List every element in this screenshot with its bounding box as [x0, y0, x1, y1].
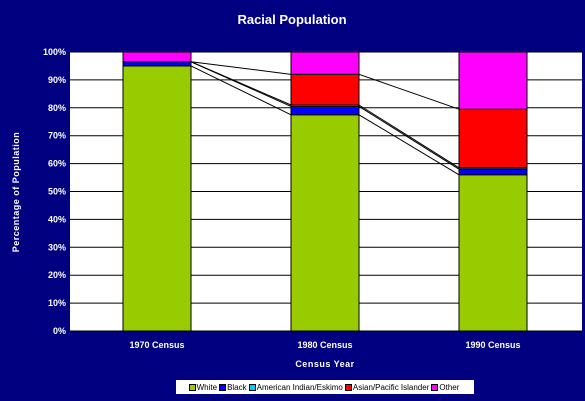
x-axis-label: Census Year [295, 359, 354, 369]
bar-segment [290, 51, 360, 75]
y-axis-label: Percentage of Population [11, 132, 21, 253]
y-tick-label: 50% [48, 187, 66, 197]
bar-segment [122, 61, 192, 67]
bar-segment [290, 114, 360, 332]
y-tick-label: 80% [48, 103, 66, 113]
series-connector [358, 114, 460, 176]
y-tick-label: 10% [48, 298, 66, 308]
bar-segment [458, 174, 528, 332]
legend-label: Black [227, 382, 247, 392]
y-tick-label: 40% [48, 214, 66, 224]
legend-label: Asian/Pacific Islander [352, 382, 430, 392]
x-tick-label: 1980 Census [297, 340, 352, 350]
y-tick-label: 0% [53, 326, 66, 336]
y-tick-label: 60% [48, 159, 66, 169]
bar-segment [122, 51, 192, 63]
series-connector [190, 65, 292, 116]
y-axis-ticks: 0% 10% 20% 30% 40% 50% 60% 70% 80% 90% 100% [43, 47, 66, 336]
bar-segment [290, 105, 360, 116]
y-tick-label: 70% [48, 131, 66, 141]
legend-swatch [219, 383, 227, 391]
legend-item: Asian/Pacific Islander [344, 382, 430, 392]
bar-segment [458, 51, 528, 110]
series-connector [358, 104, 460, 169]
legend-label: American Indian/Eskimo [256, 382, 343, 392]
bar-segment [458, 168, 528, 176]
series-connector [190, 61, 292, 75]
legend-swatch [248, 383, 256, 391]
series-connector [190, 61, 292, 106]
x-tick-label: 1970 Census [129, 340, 184, 350]
legend-item: American Indian/Eskimo [248, 382, 343, 392]
x-axis-ticks: 1970 Census 1980 Census 1990 Census [129, 340, 520, 350]
legend-label: Other [439, 382, 460, 392]
bar-segment [122, 65, 192, 332]
legend-swatch [431, 383, 439, 391]
legend-item: White [188, 382, 218, 392]
y-tick-label: 20% [48, 270, 66, 280]
legend-swatch [344, 383, 352, 391]
series-connector [358, 105, 460, 170]
legend-item: Black [219, 383, 247, 392]
x-tick-label: 1990 Census [465, 340, 520, 350]
y-tick-label: 100% [43, 47, 66, 57]
series-connector [358, 73, 460, 110]
chart-title: Racial Population [237, 12, 346, 27]
y-tick-label: 30% [48, 242, 66, 252]
y-tick-label: 90% [48, 75, 66, 85]
bar-segment [290, 73, 360, 106]
series-connectors [190, 61, 460, 176]
legend: White Black American Indian/Eskimo Asian/Pa… [176, 380, 474, 394]
legend-swatch [188, 383, 196, 391]
bar-segment [458, 108, 528, 169]
legend-label: White [196, 382, 218, 392]
bars [122, 51, 528, 332]
legend-item: Other [431, 383, 459, 392]
